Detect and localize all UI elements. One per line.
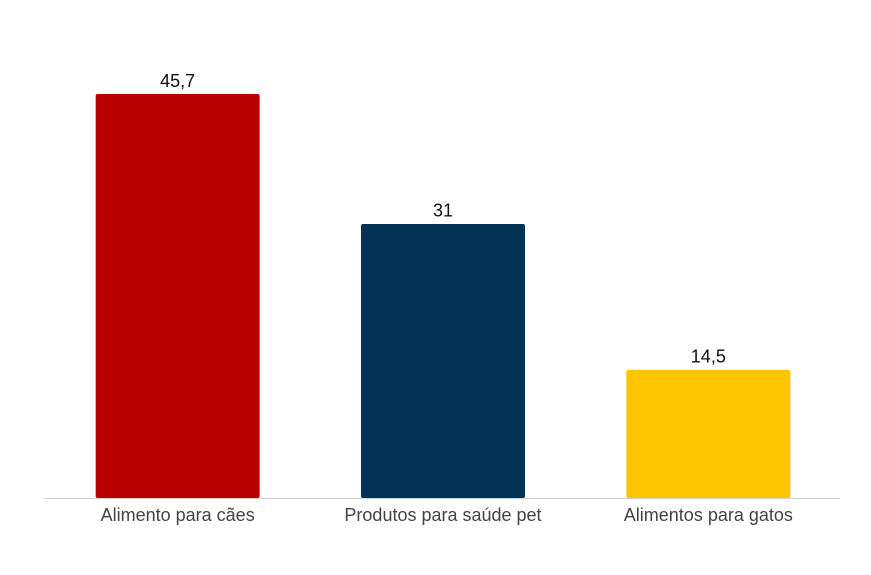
x-tick-label: Alimento para cães <box>101 505 255 525</box>
bar <box>361 223 525 499</box>
value-label: 45,7 <box>160 71 195 91</box>
value-label: 31 <box>433 201 453 221</box>
bar <box>626 369 791 498</box>
x-tick-label: Produtos para saúde pet <box>344 505 541 525</box>
value-label: 14,5 <box>691 347 726 367</box>
bar <box>95 94 260 498</box>
x-tick-label: Alimentos para gatos <box>624 505 793 525</box>
